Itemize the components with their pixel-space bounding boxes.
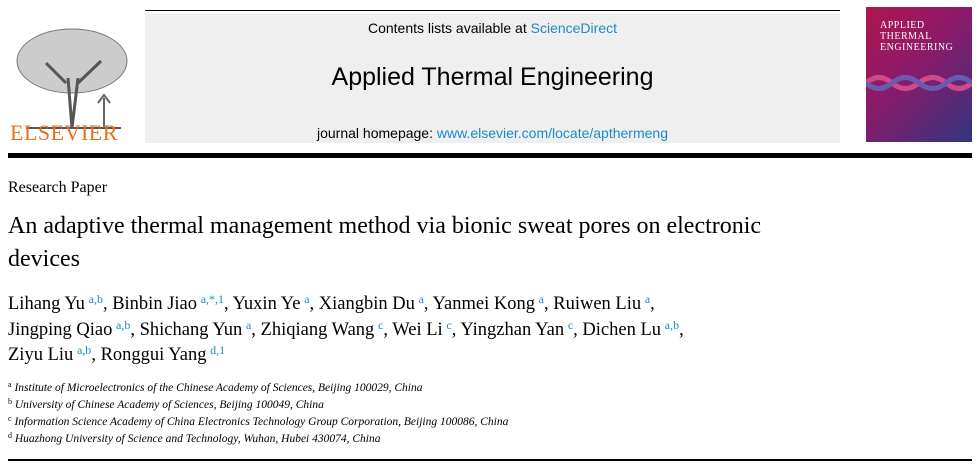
author-name: Yuxin Ye: [232, 294, 301, 314]
author[interactable]: Wei Li c: [392, 317, 452, 340]
homepage-prefix: journal homepage:: [317, 125, 437, 141]
author-affiliation-marks[interactable]: a,b: [116, 317, 131, 332]
author[interactable]: Xiangbin Du a: [318, 292, 424, 314]
author-affiliation-marks[interactable]: a: [304, 292, 310, 306]
contents-line: Contents lists available at ScienceDirec…: [145, 20, 840, 36]
author-affiliation-marks[interactable]: a,b: [664, 317, 680, 332]
author[interactable]: Binbin Jiao a,*,1: [112, 292, 225, 314]
affiliation-text: Institute of Microelectronics of the Chi…: [14, 382, 423, 394]
author[interactable]: Yanmei Kong a: [432, 292, 545, 314]
author[interactable]: Jingping Qiao a,b: [8, 317, 131, 340]
cover-wave-graphic: [866, 75, 972, 91]
author[interactable]: Ronggui Yang d,1: [100, 343, 226, 365]
journal-cover-image[interactable]: APPLIED THERMAL ENGINEERING: [866, 7, 972, 142]
affiliation-key: b: [8, 397, 12, 406]
sciencedirect-link[interactable]: ScienceDirect: [530, 20, 617, 36]
affiliation-text: Information Science Academy of China Ele…: [14, 416, 509, 428]
affiliation-key: d: [8, 431, 12, 440]
author-name: Zhiqiang Wang: [260, 319, 375, 340]
author-affiliation-marks[interactable]: c: [446, 317, 452, 332]
affiliation: b University of Chinese Academy of Scien…: [8, 397, 508, 414]
affiliation-key: a: [8, 380, 12, 389]
author-name: Dichen Lu: [582, 319, 662, 340]
author[interactable]: Ruiwen Liu a: [553, 292, 651, 314]
affiliation-key: c: [8, 414, 12, 423]
author[interactable]: Yingzhan Yan c: [460, 317, 574, 340]
author-affiliation-marks[interactable]: a: [418, 292, 424, 306]
author-name: Lihang Yu: [8, 294, 85, 314]
header-rule: [8, 153, 972, 158]
affiliation: c Information Science Academy of China E…: [8, 414, 508, 431]
author-affiliation-marks[interactable]: a: [538, 292, 544, 306]
author-name: Ziyu Liu: [8, 345, 74, 365]
homepage-link[interactable]: www.elsevier.com/locate/apthermeng: [436, 125, 668, 141]
author[interactable]: Ziyu Liu a,b: [8, 343, 92, 365]
author-affiliation-marks[interactable]: d,1: [210, 343, 226, 357]
affiliation-list: a Institute of Microelectronics of the C…: [8, 380, 508, 448]
author[interactable]: Dichen Lu a,b: [582, 317, 680, 340]
author-affiliation-marks[interactable]: c: [567, 317, 574, 332]
article-type: Research Paper: [8, 179, 108, 196]
top-rule: [145, 10, 840, 11]
author-name: Ruiwen Liu: [553, 294, 642, 314]
author-affiliation-marks[interactable]: a,b: [88, 292, 103, 306]
journal-banner: Contents lists available at ScienceDirec…: [145, 13, 840, 143]
contents-prefix: Contents lists available at: [367, 20, 531, 36]
author-list: Lihang Yu a,b, Binbin Jiao a,*,1, Yuxin …: [8, 292, 684, 365]
author-name: Xiangbin Du: [318, 294, 415, 314]
publisher-name: ELSEVIER: [10, 120, 118, 145]
author-name: Shichang Yun: [139, 319, 243, 340]
author-affiliation-marks[interactable]: a: [245, 317, 252, 332]
elsevier-tree-logo: [16, 28, 128, 129]
author-affiliation-marks[interactable]: a,b: [76, 343, 92, 357]
affiliation-text: Huazhong University of Science and Techn…: [14, 433, 381, 445]
author-affiliation-marks[interactable]: a,*,1: [200, 292, 225, 306]
cover-title: APPLIED THERMAL ENGINEERING: [880, 20, 954, 53]
author-name: Binbin Jiao: [112, 294, 197, 314]
author-name: Jingping Qiao: [8, 319, 113, 340]
author[interactable]: Shichang Yun a: [139, 317, 252, 340]
author[interactable]: Zhiqiang Wang c: [260, 317, 384, 340]
article-title: An adaptive thermal management method vi…: [8, 213, 762, 272]
author-name: Yanmei Kong: [432, 294, 535, 314]
affiliation: a Institute of Microelectronics of the C…: [8, 380, 508, 397]
author-name: Ronggui Yang: [100, 345, 207, 365]
author-affiliation-marks[interactable]: c: [378, 317, 384, 332]
author[interactable]: Lihang Yu a,b: [8, 292, 103, 314]
author-name: Wei Li: [392, 319, 443, 340]
journal-title: Applied Thermal Engineering: [331, 63, 654, 91]
affiliation: d Huazhong University of Science and Tec…: [8, 431, 508, 448]
author-name: Yingzhan Yan: [460, 319, 565, 340]
affiliation-text: University of Chinese Academy of Science…: [14, 399, 324, 411]
homepage-line: journal homepage: www.elsevier.com/locat…: [145, 125, 840, 141]
author-affiliation-marks[interactable]: a: [644, 292, 651, 306]
author[interactable]: Yuxin Ye a: [232, 292, 310, 314]
bottom-rule: [8, 459, 972, 461]
